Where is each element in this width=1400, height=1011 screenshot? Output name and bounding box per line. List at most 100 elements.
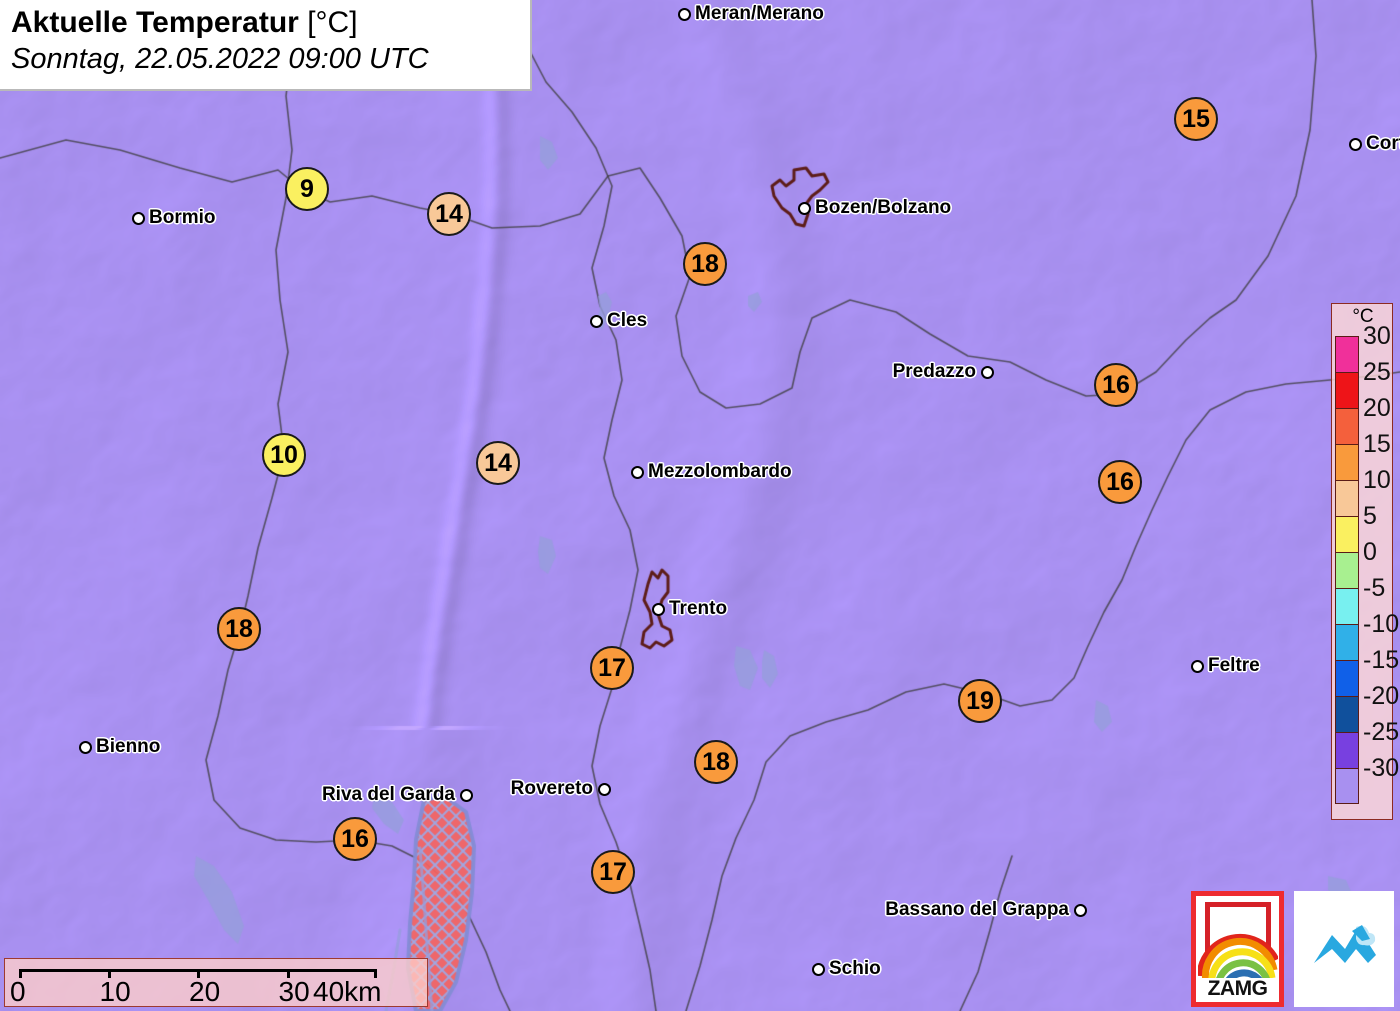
legend-band-list: 30 25 20 15 10 5 0 -5 -10 -15 -20 -25 -30 bbox=[1335, 324, 1399, 804]
city-name-text: Schio bbox=[829, 958, 881, 979]
station-temperature-marker[interactable]: 18 bbox=[683, 242, 727, 286]
city-label[interactable]: Meran/Merano bbox=[678, 3, 824, 25]
city-label[interactable]: Cles bbox=[590, 310, 647, 332]
station-temperature-marker[interactable]: 9 bbox=[285, 167, 329, 211]
city-label[interactable]: Bozen/Bolzano bbox=[798, 197, 951, 219]
city-name-text: Bassano del Grappa bbox=[885, 899, 1069, 920]
legend-band-minus5: -5 bbox=[1335, 576, 1385, 624]
legend-band-25: 25 bbox=[1335, 360, 1391, 408]
city-marker-dot bbox=[1191, 659, 1204, 673]
city-label[interactable]: Predazzo bbox=[893, 361, 994, 383]
scale-label: 30 bbox=[278, 976, 310, 1007]
city-marker-dot bbox=[79, 740, 92, 754]
station-temperature-marker[interactable]: 19 bbox=[958, 679, 1002, 723]
legend-band-30: 30 bbox=[1335, 324, 1391, 372]
legend-band-0: 0 bbox=[1335, 540, 1377, 588]
scale-tick bbox=[107, 969, 111, 978]
scale-tick bbox=[286, 969, 290, 978]
legend-unit-label: °C bbox=[1352, 306, 1374, 327]
legend-band-minus20: -20 bbox=[1335, 684, 1399, 732]
scale-bar: 0 10 20 30 40km bbox=[4, 958, 428, 1007]
scale-label: 40km bbox=[313, 976, 382, 1007]
city-label[interactable]: Trento bbox=[652, 598, 727, 620]
legend-band-20: 20 bbox=[1335, 396, 1391, 444]
legend-band-5: 5 bbox=[1335, 504, 1377, 552]
city-marker-dot bbox=[981, 365, 994, 379]
city-marker-dot bbox=[460, 788, 473, 802]
legend-tick-label: -10 bbox=[1363, 610, 1400, 638]
map-title-card: Aktuelle Temperatur [°C] Sonntag, 22.05.… bbox=[0, 0, 532, 91]
color-legend: °C 30 25 20 15 10 5 0 -5 -10 -15 -20 -25 -30 bbox=[1331, 303, 1399, 820]
city-marker-dot bbox=[132, 211, 145, 225]
city-label[interactable]: Feltre bbox=[1191, 655, 1260, 677]
legend-tick-label: -15 bbox=[1363, 646, 1400, 674]
city-name-text: Cortina bbox=[1366, 133, 1400, 154]
scale-label: 10 bbox=[99, 976, 131, 1007]
city-label[interactable]: Bienno bbox=[79, 736, 160, 758]
station-temperature-marker[interactable]: 15 bbox=[1174, 97, 1218, 141]
city-name-text: Trento bbox=[669, 598, 728, 619]
city-label[interactable]: Schio bbox=[812, 958, 881, 980]
scale-label: 20 bbox=[189, 976, 221, 1007]
legend-tick-label: 15 bbox=[1363, 430, 1391, 458]
city-marker-dot bbox=[678, 7, 691, 21]
legend-tick-label: -30 bbox=[1363, 754, 1400, 782]
city-label[interactable]: Bassano del Grappa bbox=[885, 899, 1087, 921]
geosphere-logo[interactable] bbox=[1294, 891, 1394, 1007]
city-marker-dot bbox=[1074, 903, 1087, 917]
scale-label: 0 bbox=[10, 976, 26, 1007]
city-name-text: Meran/Merano bbox=[695, 3, 824, 24]
station-temperature-marker[interactable]: 17 bbox=[591, 850, 635, 894]
station-temperature-marker[interactable]: 16 bbox=[1098, 460, 1142, 504]
legend-tick-label: 10 bbox=[1363, 466, 1391, 494]
city-marker-dot bbox=[590, 314, 603, 328]
city-marker-dot bbox=[631, 465, 644, 479]
legend-tick-label: 25 bbox=[1363, 358, 1391, 386]
city-name-text: Mezzolombardo bbox=[648, 461, 792, 482]
legend-tick-label: -5 bbox=[1363, 574, 1386, 602]
station-temperature-marker[interactable]: 18 bbox=[217, 607, 261, 651]
city-name-text: Rovereto bbox=[510, 778, 593, 799]
city-name-text: Bormio bbox=[149, 207, 216, 228]
city-name-text: Riva del Garda bbox=[321, 784, 455, 805]
legend-band-minus30: -30 bbox=[1335, 756, 1399, 804]
station-temperature-marker[interactable]: 16 bbox=[1094, 363, 1138, 407]
legend-band-15: 15 bbox=[1335, 432, 1391, 480]
station-temperature-marker[interactable]: 10 bbox=[262, 433, 306, 477]
city-name-text: Feltre bbox=[1208, 655, 1260, 676]
legend-tick-label: 20 bbox=[1363, 394, 1391, 422]
city-marker-dot bbox=[652, 602, 665, 616]
city-label[interactable]: Mezzolombardo bbox=[631, 461, 792, 483]
mountain-cloud-icon bbox=[1314, 925, 1376, 963]
city-label[interactable]: Cortina bbox=[1349, 133, 1400, 155]
station-temperature-marker[interactable]: 14 bbox=[427, 192, 471, 236]
page-title: Aktuelle Temperatur [°C] bbox=[11, 5, 530, 41]
zamg-logo[interactable]: ZAMG bbox=[1191, 891, 1284, 1007]
city-label[interactable]: Bormio bbox=[132, 207, 216, 229]
title-datetime: Sonntag, 22.05.2022 09:00 UTC bbox=[11, 43, 429, 75]
legend-tick-label: -25 bbox=[1363, 718, 1400, 746]
city-marker-dot bbox=[812, 962, 825, 976]
rainbow-icon bbox=[1198, 933, 1278, 978]
city-name-text: Cles bbox=[607, 310, 648, 331]
station-temperature-marker[interactable]: 16 bbox=[333, 817, 377, 861]
legend-band-minus25: -25 bbox=[1335, 720, 1399, 768]
city-name-text: Bienno bbox=[96, 736, 161, 757]
zamg-logo-text: ZAMG bbox=[1207, 977, 1268, 1000]
zamg-logo-frame bbox=[1205, 902, 1271, 954]
city-name-text: Bozen/Bolzano bbox=[815, 197, 952, 218]
city-marker-dot bbox=[798, 201, 811, 215]
legend-tick-label: 30 bbox=[1363, 322, 1391, 350]
legend-band-minus15: -15 bbox=[1335, 648, 1399, 696]
city-name-text: Predazzo bbox=[892, 361, 976, 382]
city-label[interactable]: Rovereto bbox=[511, 778, 611, 800]
station-temperature-marker[interactable]: 18 bbox=[694, 740, 738, 784]
city-marker-dot bbox=[598, 782, 611, 796]
station-temperature-marker[interactable]: 17 bbox=[590, 646, 634, 690]
city-label[interactable]: Riva del Garda bbox=[322, 784, 473, 806]
station-temperature-marker[interactable]: 14 bbox=[476, 441, 520, 485]
legend-band-10: 10 bbox=[1335, 468, 1391, 516]
legend-tick-label: 5 bbox=[1363, 502, 1377, 530]
